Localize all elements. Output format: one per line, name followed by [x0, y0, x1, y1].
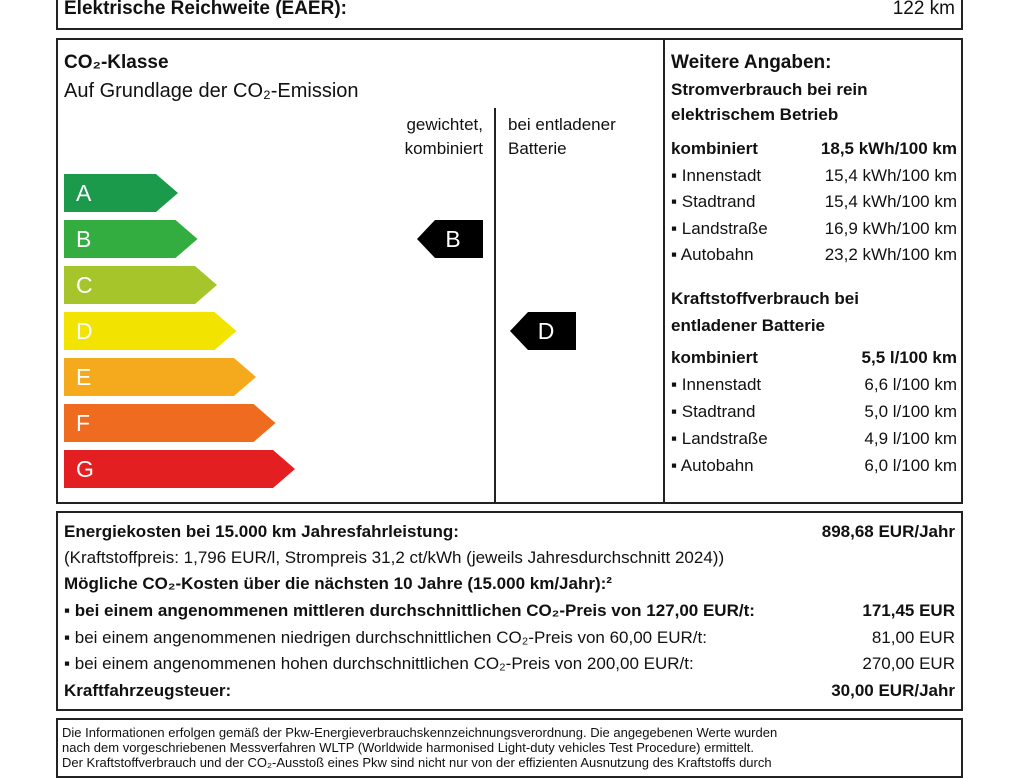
- class-arrow-c: C: [64, 266, 217, 304]
- row-value: 6,6 l/100 km: [864, 375, 957, 394]
- class-arrow-shape: [64, 220, 198, 258]
- row-label: ▪ Stadtrand: [671, 192, 756, 211]
- discharged-column-heading-2: Batterie: [508, 139, 567, 158]
- class-arrow-label: E: [76, 364, 91, 390]
- scenario-value: 270,00 EUR: [862, 654, 955, 673]
- weighted-class-marker: B: [417, 220, 483, 258]
- vehicle-tax-value: 30,00 EUR/Jahr: [831, 681, 955, 700]
- legal-notice-line-3: Der Kraftstoffverbrauch und der CO₂-Auss…: [62, 755, 772, 770]
- costs-box: Energiekosten bei 15.000 km Jahresfahrle…: [56, 511, 963, 711]
- weighted-column-heading-1: gewichtet,: [406, 115, 483, 134]
- row-value: 15,4 kWh/100 km: [824, 192, 957, 211]
- discharged-column-heading-1: bei entladener: [508, 115, 616, 134]
- table-row: ▪ Stadtrand 15,4 kWh/100 km: [671, 192, 957, 216]
- class-arrow-shape: [64, 312, 237, 350]
- row-label: ▪ Innenstadt: [671, 165, 762, 185]
- table-row: ▪ Stadtrand 5,0 l/100 km: [671, 402, 957, 426]
- row-value: 15,4 kWh/100 km: [824, 165, 957, 185]
- marker-label: B: [445, 226, 460, 252]
- class-arrow-d: D: [64, 312, 237, 350]
- fuel-heading-1: Kraftstoffverbrauch bei: [671, 289, 859, 308]
- column-divider: [494, 108, 496, 504]
- class-arrow-shape: [64, 450, 295, 488]
- class-arrow-shape: [64, 174, 178, 212]
- class-arrow-label: G: [76, 456, 94, 482]
- table-row: ▪ Autobahn 23,2 kWh/100 km: [671, 245, 957, 269]
- row-label: ▪ Landstraße: [671, 429, 768, 448]
- table-row: ▪ Innenstadt 15,4 kWh/100 km: [671, 166, 957, 190]
- scenario-value: 81,00 EUR: [871, 627, 955, 647]
- legal-notice-line-1: Die Informationen erfolgen gemäß der Pkw…: [62, 725, 778, 740]
- fuel-heading-2: entladener Batterie: [671, 316, 825, 335]
- table-row: ▪ Landstraße 4,9 l/100 km: [671, 429, 957, 453]
- energy-costs-value: 898,68 EUR/Jahr: [821, 522, 955, 541]
- co2-class-box: CO₂-Klasse Auf Grundlage der CO₂-Emissio…: [56, 38, 963, 504]
- co2-costs-label: Mögliche CO₂-Kosten über die nächsten 10…: [64, 574, 612, 593]
- co2-class-title: CO₂-Klasse: [64, 52, 169, 73]
- scenario-value: 171,45 EUR: [862, 601, 955, 620]
- class-arrow-shape: [64, 266, 217, 304]
- cost-scenario-row: ▪ bei einem angenommenen mittleren durch…: [64, 601, 955, 625]
- class-arrow-a: A: [64, 174, 178, 212]
- row-label: ▪ Autobahn: [671, 245, 754, 264]
- marker-shape: [510, 312, 576, 350]
- table-row: kombiniert 5,5 l/100 km: [671, 348, 957, 372]
- class-arrow-g: G: [64, 450, 295, 488]
- power-heading-2: elektrischem Betrieb: [671, 105, 839, 124]
- cost-scenario-row: ▪ bei einem angenommenen hohen durchschn…: [64, 654, 955, 678]
- range-value: 122 km: [892, 0, 955, 19]
- class-arrow-shape: [64, 358, 256, 396]
- range-box: Elektrische Reichweite (EAER): 122 km: [56, 0, 963, 30]
- table-row: kombiniert 18,5 kWh/100 km: [671, 139, 957, 163]
- marker-shape: [417, 220, 483, 258]
- marker-label: D: [538, 318, 555, 344]
- prices-note: (Kraftstoffpreis: 1,796 EUR/l, Stromprei…: [64, 548, 725, 567]
- table-row: ▪ Landstraße 16,9 kWh/100 km: [671, 219, 957, 243]
- legal-notice-box: Die Informationen erfolgen gemäß der Pkw…: [56, 718, 963, 778]
- row-label: ▪ Innenstadt: [671, 375, 762, 394]
- further-info-title: Weitere Angaben:: [671, 52, 832, 73]
- row-value: 5,5 l/100 km: [861, 348, 957, 367]
- fuel-consumption-table: kombiniert 5,5 l/100 km ▪ Innenstadt 6,6 l/…: [671, 348, 957, 483]
- range-label: Elektrische Reichweite (EAER):: [64, 0, 347, 19]
- row-value: 6,0 l/100 km: [864, 456, 957, 475]
- discharged-class-marker: D: [510, 312, 576, 350]
- co2-class-subtitle: Auf Grundlage der CO₂-Emission: [64, 80, 359, 102]
- cost-scenario-row: ▪ bei einem angenommenen niedrigen durch…: [64, 628, 955, 652]
- panel-divider: [663, 40, 665, 502]
- power-heading-1: Stromverbrauch bei rein: [671, 80, 868, 99]
- class-arrow-f: F: [64, 404, 276, 442]
- table-row: ▪ Innenstadt 6,6 l/100 km: [671, 375, 957, 399]
- class-arrow-shape: [64, 404, 276, 442]
- class-arrow-b: B: [64, 220, 198, 258]
- row-value: 5,0 l/100 km: [864, 402, 957, 421]
- class-arrow-label: C: [76, 272, 93, 298]
- scenario-label: ▪ bei einem angenommenen mittleren durch…: [64, 601, 755, 620]
- row-label: kombiniert: [671, 139, 758, 158]
- class-arrow-label: D: [76, 318, 93, 344]
- row-label: ▪ Landstraße: [671, 218, 768, 238]
- scenario-label: ▪ bei einem angenommenen hohen durchschn…: [64, 654, 694, 673]
- table-row: ▪ Autobahn 6,0 l/100 km: [671, 456, 957, 480]
- row-label: ▪ Stadtrand: [671, 402, 756, 421]
- class-arrow-e: E: [64, 358, 256, 396]
- scenario-label: ▪ bei einem angenommenen niedrigen durch…: [64, 627, 707, 647]
- power-consumption-table: kombiniert 18,5 kWh/100 km ▪ Innenstadt 15,…: [671, 139, 957, 269]
- row-value: 18,5 kWh/100 km: [820, 139, 957, 158]
- legal-notice-line-2: nach dem vorgeschriebenen Messverfahren …: [62, 740, 754, 755]
- vehicle-tax-label: Kraftfahrzeugsteuer:: [64, 681, 232, 700]
- weighted-column-heading-2: kombiniert: [404, 139, 483, 158]
- row-value: 16,9 kWh/100 km: [824, 218, 957, 238]
- class-arrow-label: F: [76, 410, 90, 436]
- further-info-panel: Weitere Angaben: Stromverbrauch bei rein…: [671, 40, 957, 502]
- row-value: 23,2 kWh/100 km: [824, 245, 957, 264]
- row-value: 4,9 l/100 km: [864, 429, 957, 448]
- co2-cost-scenarios: ▪ bei einem angenommenen mittleren durch…: [64, 601, 955, 681]
- row-label: kombiniert: [671, 348, 758, 367]
- energy-costs-label: Energiekosten bei 15.000 km Jahresfahrle…: [64, 522, 459, 541]
- row-label: ▪ Autobahn: [671, 456, 754, 475]
- class-arrow-label: A: [76, 180, 92, 206]
- class-arrow-label: B: [76, 226, 91, 252]
